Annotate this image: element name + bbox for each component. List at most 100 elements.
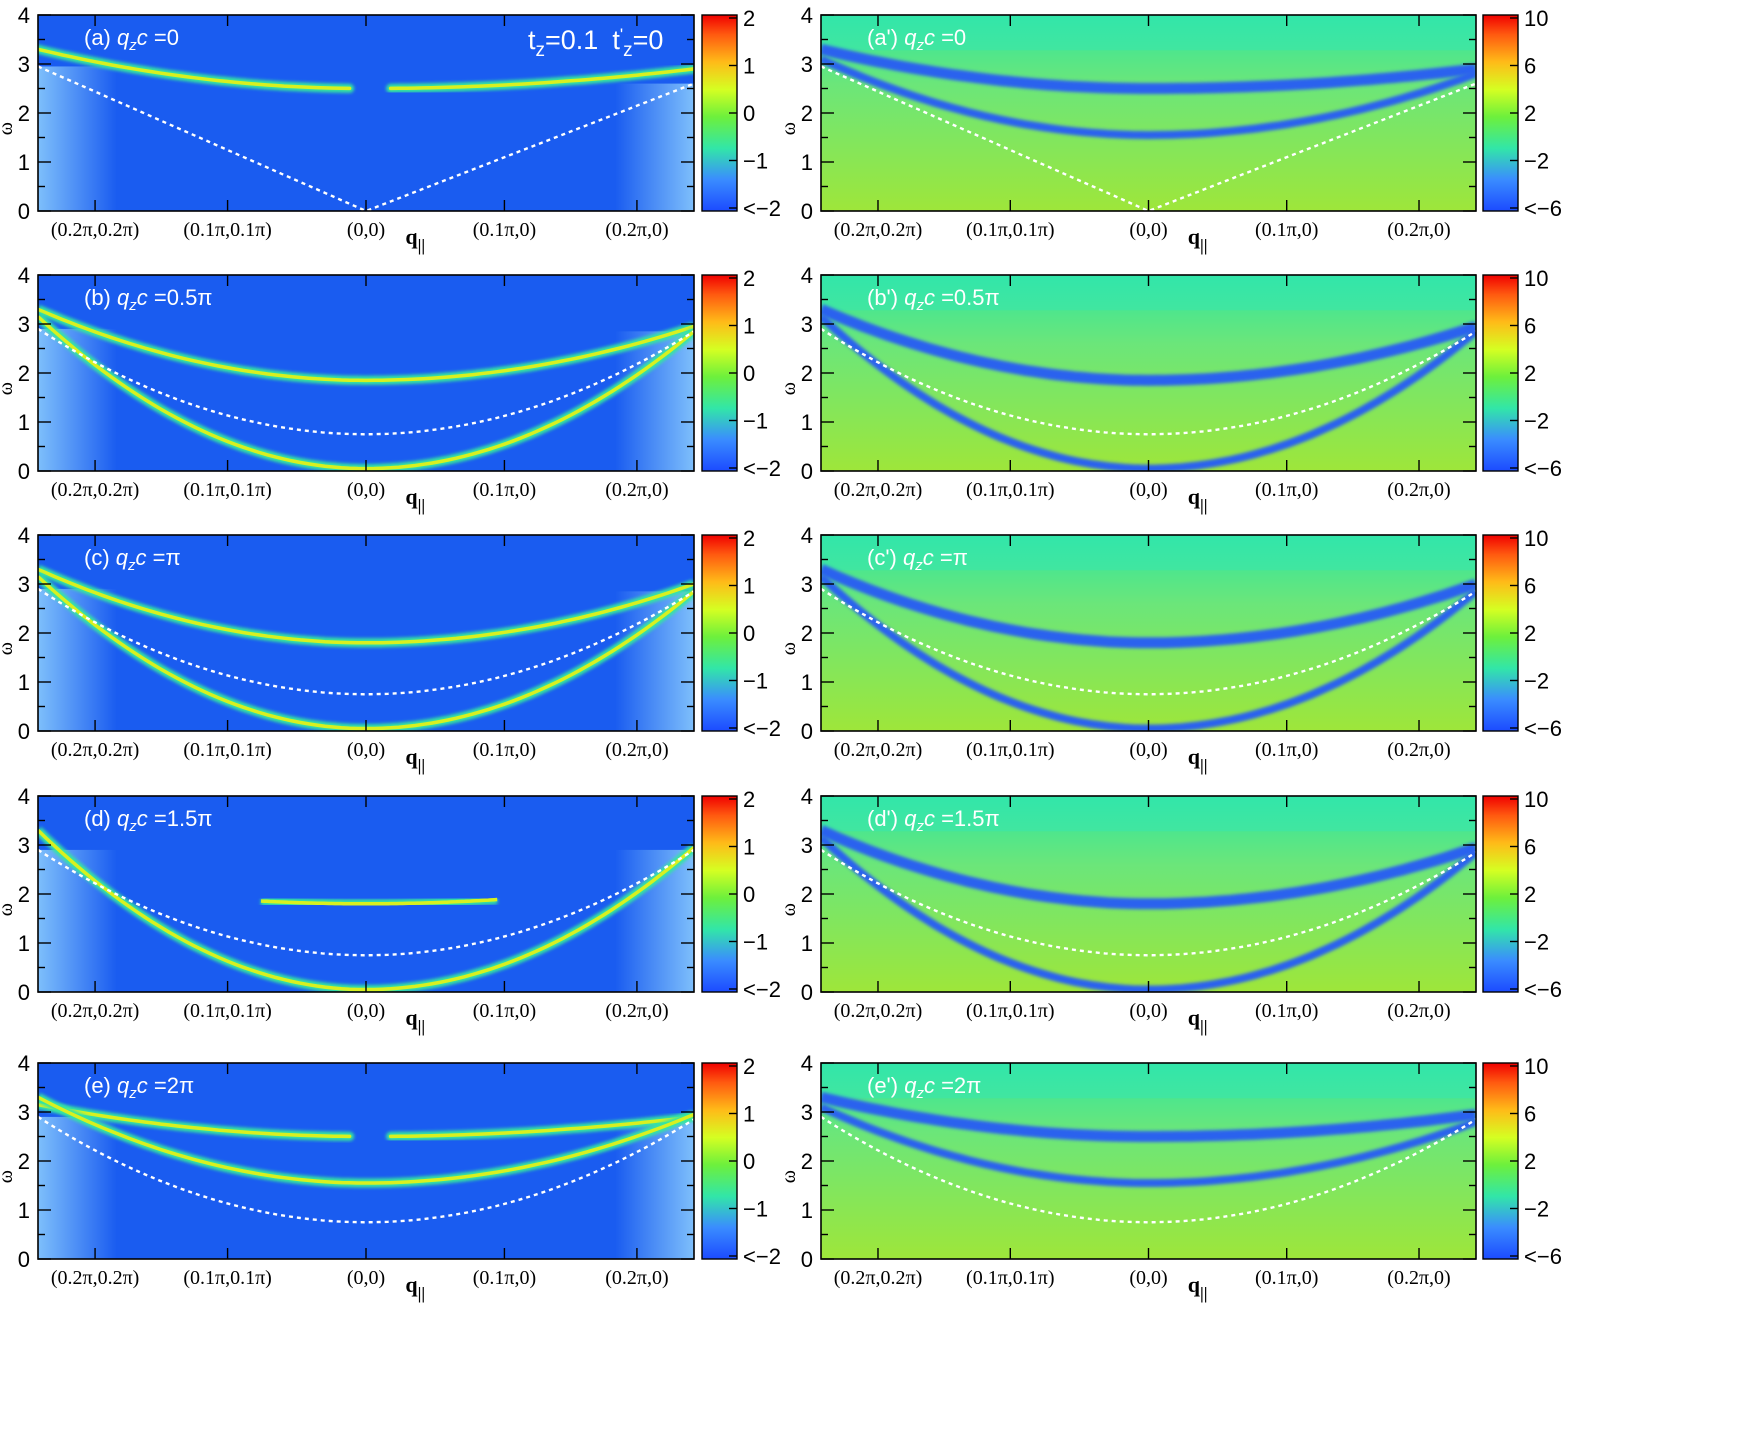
plot-area: [821, 275, 1476, 471]
y-tick-label: 1: [18, 150, 30, 175]
colorbar-tick-label: 2: [1524, 621, 1536, 646]
band-dip: [821, 304, 1476, 386]
x-tick-label: (0.2π,0): [605, 1000, 668, 1022]
y-tick-label: 0: [18, 459, 30, 484]
colorbar-tick-label: 10: [1524, 6, 1548, 31]
x-tick-label: (0.1π,0.1π): [183, 739, 272, 761]
colorbar-tick-label: 0: [743, 1149, 755, 1174]
x-tick-label: (0.2π,0): [1387, 1000, 1450, 1022]
band-dip: [821, 43, 1476, 94]
y-tick-label: 3: [801, 572, 813, 597]
y-tick-label: 4: [18, 3, 30, 28]
x-tick-label: (0.2π,0.2π): [51, 1267, 140, 1289]
plot-area: [38, 15, 694, 211]
x-tick-label: (0.1π,0.1π): [183, 1000, 272, 1022]
y-tick-label: 2: [18, 1149, 30, 1174]
band-dip: [821, 1103, 1476, 1187]
y-axis-label: ω: [778, 903, 800, 916]
y-tick-label: 1: [18, 670, 30, 695]
colorbar-tick-label: <−6: [1524, 196, 1562, 221]
y-tick-label: 4: [18, 523, 30, 548]
x-tick-label: (0.2π,0.2π): [834, 1267, 923, 1289]
low-energy-hotspot: [1063, 171, 1234, 211]
continuum-glow-left: [38, 849, 117, 992]
y-tick-label: 0: [801, 719, 813, 744]
colorbar-tick-label: −1: [743, 149, 768, 174]
band-core: [38, 307, 694, 383]
y-tick-label: 0: [18, 1247, 30, 1272]
colorbar-tick-label: −2: [1524, 409, 1549, 434]
colorbar-tick-label: 2: [743, 6, 755, 31]
x-tick-label: (0,0): [347, 219, 385, 241]
y-tick-label: 3: [801, 1100, 813, 1125]
y-tick-label: 3: [18, 833, 30, 858]
band-core: [38, 47, 352, 91]
x-tick-label: (0.2π,0): [1387, 219, 1450, 241]
low-energy-hotspot: [1063, 431, 1234, 471]
x-axis-label: q||: [405, 224, 425, 255]
continuum-glow-right: [615, 591, 694, 731]
x-tick-label: (0,0): [1129, 479, 1167, 501]
y-tick-label: 1: [801, 931, 813, 956]
continuum-edge-dashed: [821, 65, 1476, 211]
colorbar-tick-label: 2: [743, 1054, 755, 1079]
colorbar-tick-label: <−2: [743, 456, 781, 481]
heatmap-background: [38, 796, 694, 992]
y-tick-label: 1: [18, 1198, 30, 1223]
x-tick-label: (0.2π,0): [1387, 1267, 1450, 1289]
y-tick-label: 2: [801, 1149, 813, 1174]
colorbar-tick-label: <−2: [743, 1244, 781, 1269]
colorbar-tick-label: 10: [1524, 1054, 1548, 1079]
continuum-edge-dashed: [38, 65, 694, 211]
x-axis-label: q||: [405, 484, 425, 515]
y-tick-label: 0: [18, 199, 30, 224]
band-core: [388, 67, 694, 91]
panel-label: (a') qzc =0: [867, 25, 966, 54]
x-tick-label: (0.1π,0): [473, 479, 536, 501]
y-tick-label: 4: [801, 1051, 813, 1076]
colorbar-tick-label: 2: [743, 526, 755, 551]
panel-label: (e) qzc =2π: [84, 1073, 194, 1102]
y-tick-label: 2: [801, 882, 813, 907]
y-tick-label: 3: [801, 312, 813, 337]
colorbar-tick-label: <−2: [743, 716, 781, 741]
y-axis-label: ω: [778, 642, 800, 655]
x-axis-label: q||: [1188, 1005, 1208, 1036]
panel-label: (c) qzc =π: [84, 545, 181, 574]
x-tick-label: (0.2π,0): [1387, 739, 1450, 761]
x-tick-label: (0,0): [1129, 219, 1167, 241]
panel-label: (b) qzc =0.5π: [84, 285, 212, 314]
colorbar-tick-label: 6: [1524, 314, 1536, 339]
colorbar: 10 6 2 −2 <−6: [1482, 6, 1562, 221]
colorbar-tick-label: 2: [743, 266, 755, 291]
y-axis-label: ω: [0, 122, 17, 135]
panel-c-prime: 0 1 2 3 4 ω (0.2π,0.2π) (0.1π,0.1π) (0,0) (0.1π,0…: [778, 523, 1562, 775]
colorbar-tick-label: −2: [1524, 149, 1549, 174]
y-axis-label: ω: [778, 1170, 800, 1183]
band-dip: [821, 1091, 1476, 1142]
x-tick-label: (0.1π,0): [473, 1267, 536, 1289]
colorbar-tick-label: 2: [1524, 882, 1536, 907]
y-tick-label: 3: [18, 1100, 30, 1125]
plot-area: [38, 796, 694, 992]
x-tick-label: (0,0): [1129, 1267, 1167, 1289]
colorbar-tick-label: 2: [743, 787, 755, 812]
colorbar: 10 6 2 −2 <−6: [1482, 266, 1562, 481]
continuum-glow-right: [615, 331, 694, 471]
x-axis-label: q||: [1188, 224, 1208, 255]
x-tick-label: (0,0): [1129, 739, 1167, 761]
band-dip: [821, 564, 1476, 649]
colorbar: 2 1 0 −1 <−2: [701, 6, 781, 221]
x-axis-label: q||: [1188, 744, 1208, 775]
x-tick-label: (0.1π,0.1π): [966, 1000, 1055, 1022]
colorbar: 10 6 2 −2 <−6: [1482, 526, 1562, 741]
x-tick-label: (0,0): [347, 1267, 385, 1289]
x-tick-label: (0.2π,0.2π): [834, 739, 923, 761]
x-tick-label: (0.2π,0.2π): [834, 219, 923, 241]
colorbar: 2 1 0 −1 <−2: [701, 526, 781, 741]
plot-area: [821, 1063, 1476, 1259]
band-core: [388, 1115, 694, 1139]
panel-label: (c') qzc =π: [867, 545, 968, 574]
y-tick-label: 2: [801, 621, 813, 646]
